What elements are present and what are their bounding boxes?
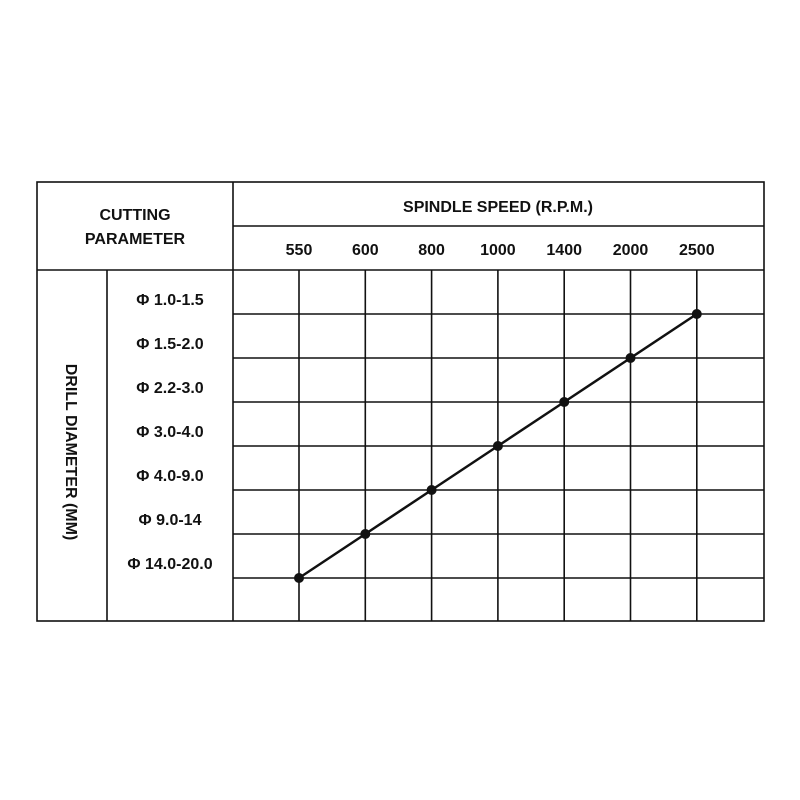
diameter-label: Φ 9.0-14 [139, 512, 202, 529]
diameter-label: Φ 3.0-4.0 [136, 424, 203, 441]
speed-label: 1400 [546, 242, 582, 259]
diameter-label: Φ 4.0-9.0 [136, 468, 203, 485]
diameter-label: Φ 14.0-20.0 [127, 556, 212, 573]
speed-point [691, 309, 702, 319]
speed-label: 550 [286, 242, 313, 259]
speed-label: 800 [418, 242, 445, 259]
speed-point [625, 353, 636, 363]
header-text: CUTTING [99, 207, 170, 224]
diameter-label: Φ 1.5-2.0 [136, 336, 203, 353]
speed-point [294, 573, 304, 583]
speed-point [360, 529, 371, 539]
speed-label: 2000 [613, 242, 649, 259]
speed-point [559, 397, 570, 407]
speed-point [492, 441, 503, 451]
diameter-label: Φ 2.2-3.0 [136, 380, 203, 397]
diameter-label: Φ 1.0-1.5 [136, 292, 203, 309]
speed-label: 600 [352, 242, 379, 259]
header-text: SPINDLE SPEED (R.P.M.) [403, 199, 593, 216]
header-text: PARAMETER [85, 231, 186, 248]
speed-label: 2500 [679, 242, 715, 259]
speed-label: 1000 [480, 242, 516, 259]
axis-label: DRILL DIAMETER (MM) [62, 364, 79, 541]
speed-point [426, 485, 437, 495]
